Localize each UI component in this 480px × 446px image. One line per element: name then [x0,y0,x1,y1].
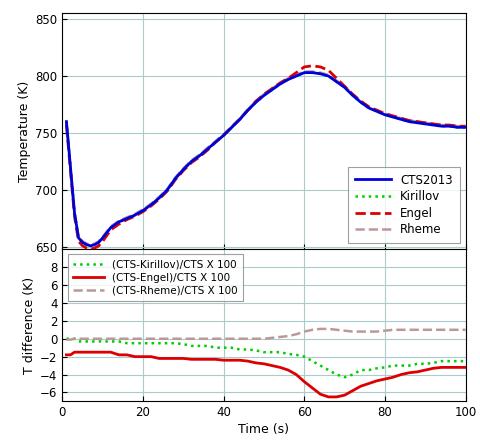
Engel [63,122,69,128]
(CTS-Kirillov)/CTS X 100 [108,339,114,344]
Line: Kirillov: Kirillov [66,73,466,246]
Kirillov [116,219,122,225]
(CTS-Rheme)/CTS X 100 [108,336,114,342]
CTS2013 [63,119,69,124]
(CTS-Rheme)/CTS X 100 [318,326,324,331]
(CTS-Engel)/CTS X 100 [463,365,468,370]
(CTS-Rheme)/CTS X 100 [189,336,194,342]
(CTS-Kirillov)/CTS X 100 [463,359,468,364]
Rheme [63,119,69,124]
Kirillov [88,243,94,248]
X-axis label: Time (s): Time (s) [239,423,289,437]
(CTS-Kirillov)/CTS X 100 [189,343,194,349]
(CTS-Rheme)/CTS X 100 [455,327,460,332]
(CTS-Engel)/CTS X 100 [116,352,122,358]
CTS2013 [140,208,146,213]
(CTS-Rheme)/CTS X 100 [422,327,428,332]
(CTS-Kirillov)/CTS X 100 [422,361,428,367]
Rheme [88,242,94,248]
Engel [310,63,315,69]
Engel [197,154,203,160]
(CTS-Engel)/CTS X 100 [431,366,436,371]
Kirillov [301,70,307,75]
Kirillov [140,208,146,213]
(CTS-Engel)/CTS X 100 [325,394,331,400]
CTS2013 [301,70,307,75]
Rheme [92,241,97,246]
(CTS-Engel)/CTS X 100 [72,350,77,355]
(CTS-Engel)/CTS X 100 [63,352,69,358]
Engel [463,124,468,129]
Kirillov [63,119,69,124]
(CTS-Rheme)/CTS X 100 [132,336,138,342]
(CTS-Kirillov)/CTS X 100 [63,336,69,342]
Line: Engel: Engel [66,66,466,249]
Kirillov [197,153,203,158]
CTS2013 [92,242,97,248]
Line: (CTS-Kirillov)/CTS X 100: (CTS-Kirillov)/CTS X 100 [66,339,466,377]
Engel [116,222,122,227]
(CTS-Engel)/CTS X 100 [455,365,460,370]
Rheme [140,206,146,212]
Rheme [197,152,203,157]
Rheme [431,121,436,127]
Kirillov [92,242,97,248]
(CTS-Rheme)/CTS X 100 [63,337,69,343]
CTS2013 [116,219,122,225]
CTS2013 [197,153,203,158]
Legend: (CTS-Kirillov)/CTS X 100, (CTS-Engel)/CTS X 100, (CTS-Rheme)/CTS X 100: (CTS-Kirillov)/CTS X 100, (CTS-Engel)/CT… [68,255,243,301]
Engel [431,121,436,127]
Rheme [301,69,307,74]
Engel [140,209,146,215]
(CTS-Engel)/CTS X 100 [140,354,146,359]
Y-axis label: Temperature (K): Temperature (K) [18,81,31,182]
CTS2013 [431,122,436,128]
Engel [88,247,94,252]
Kirillov [455,124,460,130]
(CTS-Rheme)/CTS X 100 [463,327,468,332]
(CTS-Rheme)/CTS X 100 [88,336,94,342]
Rheme [116,218,122,223]
Line: (CTS-Engel)/CTS X 100: (CTS-Engel)/CTS X 100 [66,352,466,397]
(CTS-Kirillov)/CTS X 100 [88,339,94,344]
(CTS-Kirillov)/CTS X 100 [132,341,138,346]
(CTS-Kirillov)/CTS X 100 [455,359,460,364]
Line: CTS2013: CTS2013 [66,73,466,246]
Kirillov [463,124,468,130]
Kirillov [431,122,436,128]
Rheme [455,124,460,129]
Engel [455,124,460,129]
Legend: CTS2013, Kirillov, Engel, Rheme: CTS2013, Kirillov, Engel, Rheme [348,166,460,244]
Line: (CTS-Rheme)/CTS X 100: (CTS-Rheme)/CTS X 100 [66,329,466,340]
Rheme [463,124,468,129]
Line: Rheme: Rheme [66,71,466,245]
Y-axis label: T difference (K): T difference (K) [23,277,36,374]
(CTS-Kirillov)/CTS X 100 [342,375,348,380]
CTS2013 [463,124,468,130]
CTS2013 [455,124,460,130]
(CTS-Engel)/CTS X 100 [92,350,97,355]
(CTS-Engel)/CTS X 100 [197,357,203,362]
Engel [92,245,97,251]
CTS2013 [88,243,94,248]
